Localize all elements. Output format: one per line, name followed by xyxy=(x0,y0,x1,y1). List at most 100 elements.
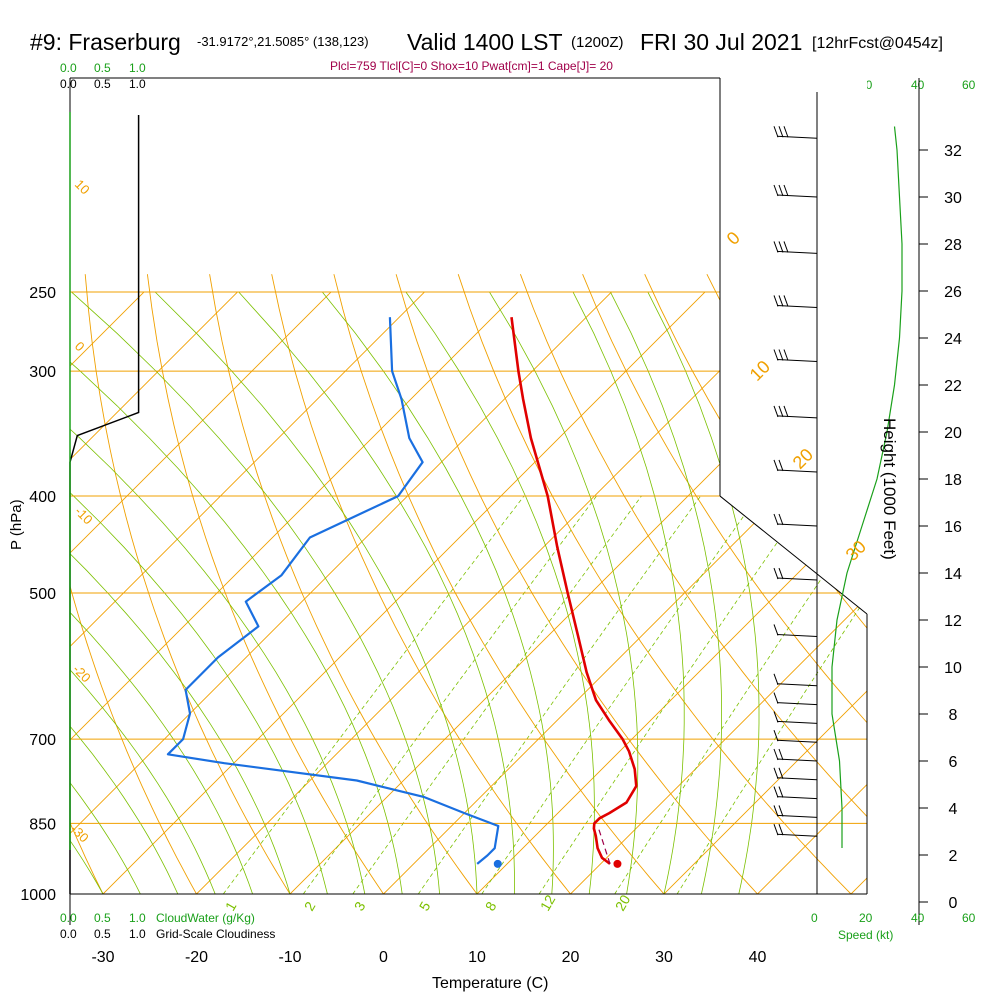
stability-indices: Plcl=759 Tlcl[C]=0 Shox=10 Pwat[cm]=1 Ca… xyxy=(330,59,613,73)
height-tick-label: 4 xyxy=(949,801,958,818)
wind-barb-feather xyxy=(773,673,779,685)
wind-barb-shaft xyxy=(776,633,818,637)
wind-barb xyxy=(773,349,818,362)
wind-barb-shaft xyxy=(776,359,818,362)
wind-barb-feather xyxy=(773,786,779,798)
height-tick-label: 26 xyxy=(944,284,962,301)
dry-adiabat-line xyxy=(271,274,571,894)
wind-barb xyxy=(773,624,818,637)
wind-barb-feather xyxy=(773,295,779,307)
temperature-surface-marker xyxy=(613,859,622,868)
wind-barb xyxy=(773,295,818,308)
height-tick-label: 30 xyxy=(944,190,962,207)
top-speed-tick-3: 60 xyxy=(962,78,976,92)
top-cloudwater-tick-2: 1.0 xyxy=(129,61,146,75)
pressure-tick-label: 1000 xyxy=(20,887,56,904)
moist-adiabat-line xyxy=(70,782,141,894)
moist-adiabat-line xyxy=(154,291,478,894)
chart-title-fcst: [12hrFcst@0454z] xyxy=(812,35,943,52)
wind-barb-feather xyxy=(778,405,784,418)
wind-barb xyxy=(773,126,818,139)
wind-barb-feather xyxy=(783,126,789,138)
temperature-tick-label: 0 xyxy=(379,949,388,966)
wind-barb-shaft xyxy=(776,194,818,198)
height-tick-label: 32 xyxy=(944,143,962,160)
wind-barb-shaft xyxy=(776,304,818,308)
height-tick-label: 10 xyxy=(944,660,962,677)
wind-barb-feather xyxy=(783,405,789,418)
mixing-ratio-label: 5 xyxy=(416,899,434,914)
top-speed-tick-2: 40 xyxy=(911,78,925,92)
bottom-cloudwater-label: CloudWater (g/Kg) xyxy=(156,911,255,925)
bottom-cloudwater-tick-2: 1.0 xyxy=(129,911,146,925)
wind-barb-feather xyxy=(773,567,779,580)
height-tick-label: 24 xyxy=(944,331,962,348)
isotherm-line xyxy=(70,291,238,461)
wind-barb-feather xyxy=(773,748,779,761)
wind-barb-feather xyxy=(778,513,784,526)
dry-adiabat-line xyxy=(0,274,10,894)
parcel-profile-line xyxy=(598,828,611,865)
isotherm-line xyxy=(757,783,867,894)
wind-barb-feather xyxy=(773,513,779,526)
moist-adiabat-line xyxy=(70,725,179,894)
height-tick-label: 12 xyxy=(944,613,962,630)
dry-adiabat-line xyxy=(956,274,1000,894)
wind-barb-feather xyxy=(778,786,784,798)
isotherm-line xyxy=(663,690,867,894)
dry-adiabat-line xyxy=(209,274,478,894)
mixing-ratio-label: 2 xyxy=(301,899,319,914)
temperature-tick-label: 10 xyxy=(468,949,486,966)
temperature-tick-label: -20 xyxy=(185,949,208,966)
pressure-tick-label: 500 xyxy=(29,586,56,603)
temperature-tick-label: -30 xyxy=(91,949,114,966)
wind-barb-shaft xyxy=(776,814,818,818)
wind-barb xyxy=(773,405,818,419)
bottom-speed-tick-3: 60 xyxy=(962,911,976,925)
wind-barb-feather xyxy=(773,624,779,636)
wind-barb xyxy=(773,730,818,743)
wind-barb-feather xyxy=(783,184,789,197)
dewpoint-surface-marker xyxy=(493,859,502,868)
pressure-tick-label: 850 xyxy=(29,816,56,833)
bottom-speed-tick-0: 0 xyxy=(811,911,818,925)
wind-barb-shaft xyxy=(776,720,818,724)
wind-barb-feather xyxy=(778,126,784,138)
height-tick-label: 16 xyxy=(944,519,962,536)
pressure-tick-label: 700 xyxy=(29,732,56,749)
wind-barb-feather xyxy=(778,824,784,836)
wind-barb xyxy=(773,824,818,837)
dewpoint-profile-line xyxy=(166,317,500,865)
wind-barb-feather xyxy=(778,567,784,580)
wind-barb-feather xyxy=(773,184,779,197)
wind-barb-shaft xyxy=(776,469,818,473)
moist-adiabat-line xyxy=(321,291,554,894)
pressure-tick-label: 250 xyxy=(29,285,56,302)
mixing-ratio-line xyxy=(481,495,759,894)
wind-barb-feather xyxy=(778,748,784,761)
dry-adiabat-line xyxy=(519,274,867,818)
x-axis-title: Temperature (C) xyxy=(432,975,548,992)
dry-adiabat-label: -20 xyxy=(70,662,94,686)
temperature-tick-label: -10 xyxy=(278,949,301,966)
wind-area-mask xyxy=(720,78,867,614)
moist-adiabat-line xyxy=(70,611,253,894)
dry-adiabat-label: -10 xyxy=(72,504,96,528)
wind-barb xyxy=(773,459,818,473)
dry-adiabat-line xyxy=(333,274,665,894)
pressure-tick-label: 400 xyxy=(29,489,56,506)
moist-adiabat-line xyxy=(71,291,440,894)
wind-barb xyxy=(773,673,818,687)
sounding-profiles xyxy=(166,317,638,868)
height-tick-label: 20 xyxy=(944,425,962,442)
wind-barb xyxy=(773,805,818,818)
wind-barb-shaft xyxy=(776,415,818,419)
temperature-tick-label: 30 xyxy=(655,949,673,966)
height-tick-label: 18 xyxy=(944,472,962,489)
cloudiness-profile xyxy=(69,112,140,894)
wind-barb xyxy=(773,786,818,800)
dry-adiabat-line xyxy=(146,274,384,894)
bottom-speed-tick-1: 20 xyxy=(859,911,873,925)
isotherm-line xyxy=(850,877,867,894)
wind-barb-feather xyxy=(783,241,789,253)
